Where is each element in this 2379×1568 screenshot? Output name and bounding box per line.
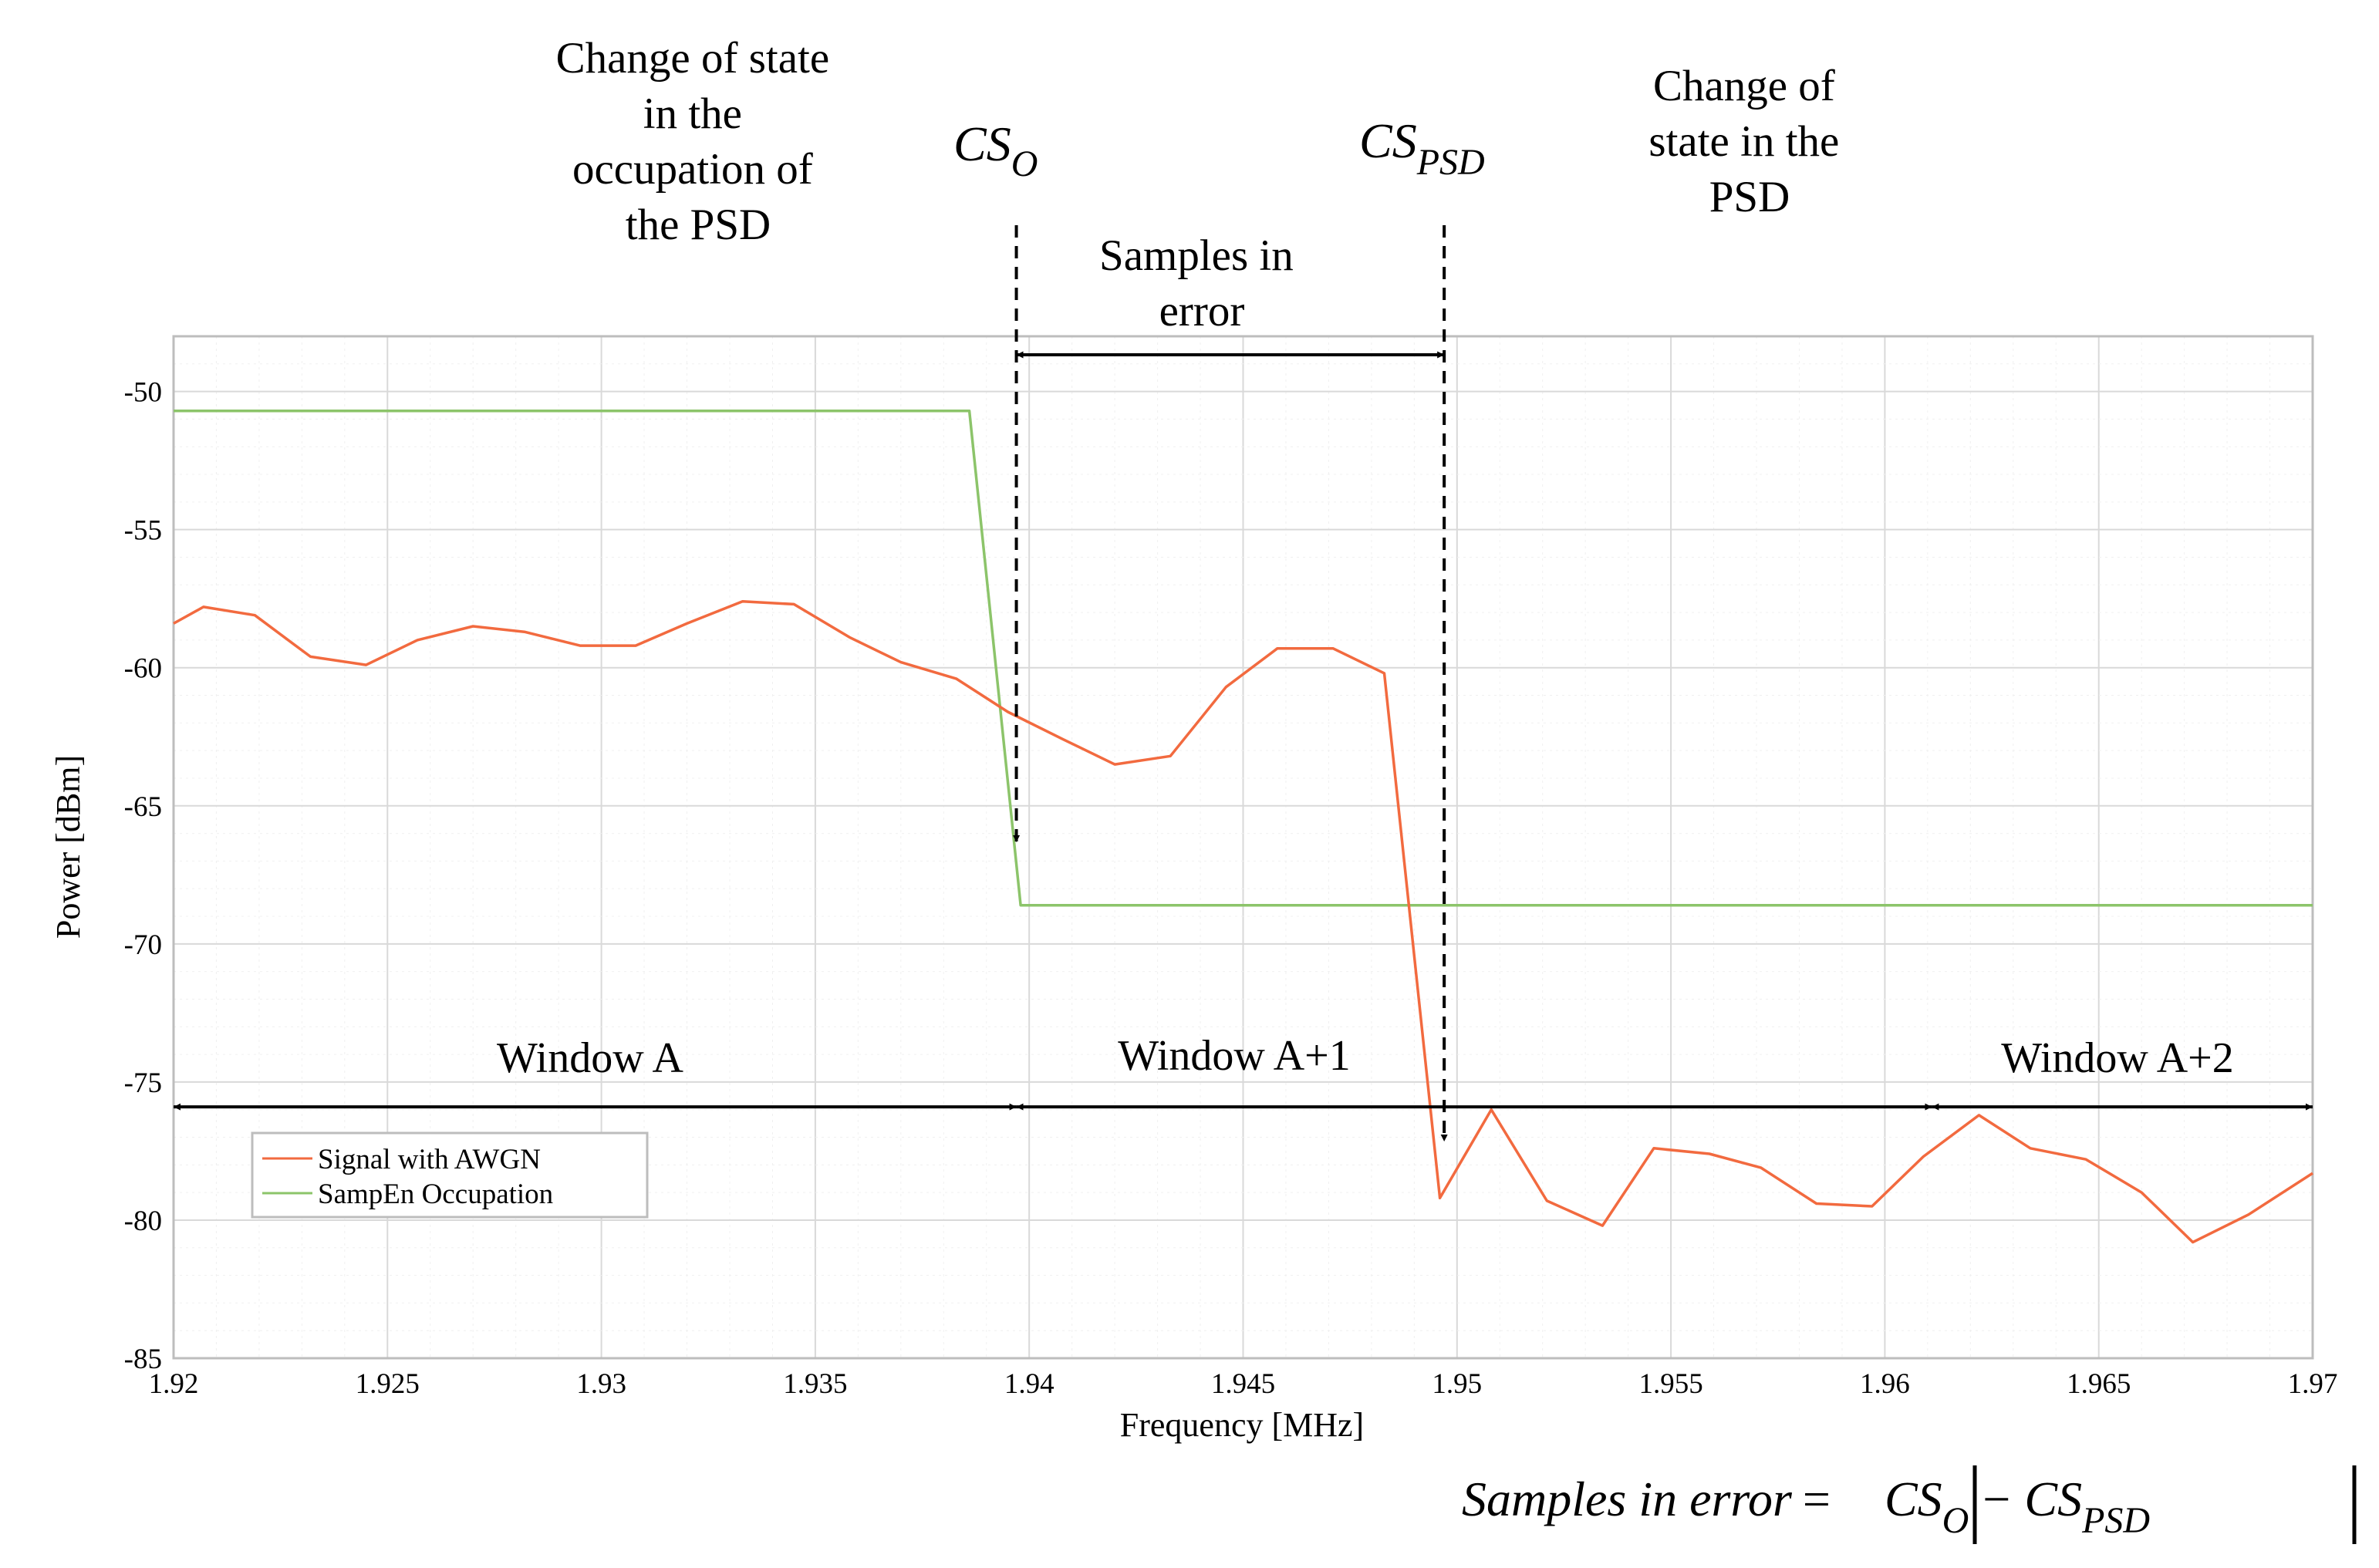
- y-tick-label: -50: [124, 377, 162, 409]
- y-tick-label: -80: [124, 1206, 162, 1237]
- formula: Samples in error = CSO − CSPSD: [1462, 1465, 2357, 1544]
- y-tick-label: -70: [124, 929, 162, 961]
- x-tick-label: 1.96: [1860, 1368, 1910, 1400]
- series-line-signal-awgn: [173, 600, 2313, 1244]
- series-line-sampen-occupation: [174, 409, 2313, 907]
- window-a-label: Window A: [497, 1034, 684, 1082]
- y-tick-labels: -85 -80 -75 -70 -65 -60 -55 -50: [124, 377, 162, 1375]
- x-tick-labels: 1.92 1.925 1.93 1.935 1.94 1.945 1.95 1.955 1.96…: [149, 1368, 2338, 1400]
- legend-label-signal: Signal with AWGN: [318, 1144, 541, 1175]
- annotation-state-occupation: Change of state in the occupation of the…: [556, 34, 841, 249]
- x-tick-label: 1.94: [1004, 1368, 1055, 1400]
- y-tick-label: -55: [124, 515, 162, 547]
- x-tick-label: 1.955: [1638, 1368, 1702, 1400]
- x-tick-label: 1.97: [2288, 1368, 2338, 1400]
- x-tick-label: 1.945: [1211, 1368, 1275, 1400]
- windows: Window A Window A+1 Window A+2: [174, 1032, 2313, 1111]
- formula-text: Samples in error = CSO − CSPSD: [1462, 1472, 2150, 1541]
- x-tick-label: 1.965: [2067, 1368, 2131, 1400]
- legend: Signal with AWGN SampEn Occupation: [251, 1131, 649, 1219]
- marker-label-cs-o: CSO: [953, 116, 1038, 184]
- window-a2-label: Window A+2: [2001, 1034, 2234, 1082]
- series-layer: [173, 409, 2313, 1244]
- y-tick-label: -60: [124, 653, 162, 685]
- legend-box: [251, 1131, 649, 1219]
- y-tick-label: -75: [124, 1067, 162, 1099]
- legend-label-sampen: SampEn Occupation: [318, 1179, 553, 1210]
- y-tick-label: -65: [124, 791, 162, 823]
- x-tick-label: 1.93: [576, 1368, 626, 1400]
- x-tick-label: 1.92: [149, 1368, 199, 1400]
- y-axis-label: Power [dBm]: [49, 755, 87, 939]
- plot-frame: [172, 335, 2314, 1360]
- x-tick-label: 1.95: [1432, 1368, 1482, 1400]
- window-a1-label: Window A+1: [1118, 1032, 1351, 1080]
- y-tick-label: -85: [124, 1344, 162, 1375]
- annotation-state-psd: Change of state in the PSD: [1648, 62, 1850, 221]
- x-tick-label: 1.935: [783, 1368, 847, 1400]
- x-tick-label: 1.925: [356, 1368, 420, 1400]
- x-axis-label: Frequency [MHz]: [1120, 1406, 1364, 1444]
- marker-label-cs-psd: CSPSD: [1359, 113, 1485, 183]
- annotation-samples-error: Samples in error: [1099, 231, 1304, 336]
